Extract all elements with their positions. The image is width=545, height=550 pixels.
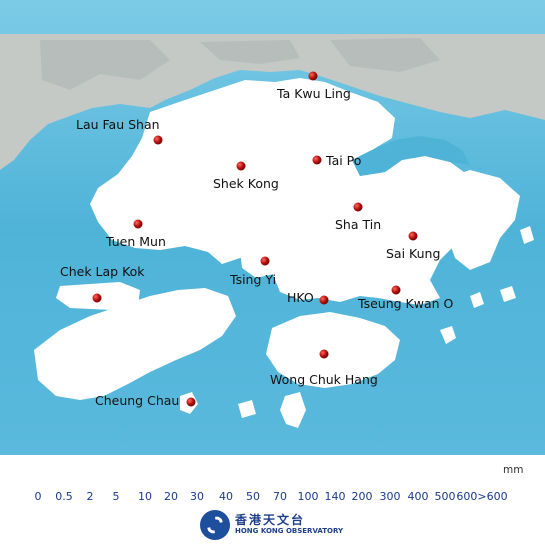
station-marker-tai-po[interactable] (312, 155, 322, 165)
station-label-chek-lap-kok: Chek Lap Kok (60, 264, 145, 279)
new-territories (90, 78, 492, 305)
rainfall-map: Ta Kwu Ling Lau Fau Shan Tai Po Shek Kong Sh… (0, 0, 545, 455)
station-label-tsing-yi: Tsing Yi (229, 272, 276, 287)
legend-tick-label: 100 (297, 490, 319, 503)
rainfall-legend: mm 0 0.5 2 5 10 20 30 40 50 70 100 140 200 300 400 500 6… (0, 458, 545, 550)
sai-kung-peninsula (440, 170, 520, 270)
logo-chinese-text: 香港天文台 (235, 513, 306, 527)
legend-tick-label: 400 (407, 490, 429, 503)
tsing-yi-island (240, 244, 278, 278)
mainland-texture (40, 38, 440, 90)
legend-tick-label: 0 (34, 490, 42, 503)
station-label-lau-fau-shan: Lau Fau Shan (76, 117, 160, 132)
legend-tick-label: 5 (112, 490, 120, 503)
station-label-sai-kung: Sai Kung (386, 246, 440, 261)
legend-tick-label: 40 (219, 490, 233, 503)
station-markers: Ta Kwu Ling Lau Fau Shan Tai Po Shek Kong Sh… (60, 71, 453, 408)
legend-tick-label: 0.5 (55, 490, 73, 503)
station-marker-lau-fau-shan[interactable] (153, 135, 163, 145)
lantau-island (34, 288, 236, 400)
station-marker-cheung-chau[interactable] (186, 397, 196, 407)
station-marker-ta-kwu-ling[interactable] (308, 71, 318, 81)
station-label-sha-tin: Sha Tin (335, 217, 381, 232)
station-marker-tseung-kwan-o[interactable] (391, 285, 401, 295)
station-marker-shek-kong[interactable] (236, 161, 246, 171)
station-label-hko: HKO (287, 290, 314, 305)
station-marker-sha-tin[interactable] (353, 202, 363, 212)
legend-tick-label: 50 (246, 490, 260, 503)
station-label-ta-kwu-ling: Ta Kwu Ling (276, 86, 351, 101)
legend-tick-label: 200 (351, 490, 373, 503)
legend-tick-label: 20 (164, 490, 178, 503)
legend-tick-label: 10 (138, 490, 152, 503)
legend-tick-label: 30 (190, 490, 204, 503)
hong-kong-island (266, 312, 400, 388)
observatory-emblem-icon (200, 510, 230, 540)
station-marker-chek-lap-kok[interactable] (92, 293, 102, 303)
station-marker-tuen-mun[interactable] (133, 219, 143, 229)
station-label-wong-chuk-hang: Wong Chuk Hang (270, 372, 378, 387)
logo-english-text: HONG KONG OBSERVATORY (235, 527, 344, 535)
station-label-tai-po: Tai Po (325, 153, 361, 168)
legend-tick-label: 2 (86, 490, 94, 503)
station-marker-hko[interactable] (319, 295, 329, 305)
station-marker-tsing-yi[interactable] (260, 256, 270, 266)
legend-tick-label: 300 (379, 490, 401, 503)
station-label-shek-kong: Shek Kong (213, 176, 279, 191)
legend-unit: mm (503, 464, 524, 476)
station-marker-sai-kung[interactable] (408, 231, 418, 241)
legend-tick-label: 500 (434, 490, 456, 503)
tolo-harbour (352, 136, 470, 176)
legend-tick-label: 600>600 (456, 490, 508, 503)
lamma-island (280, 392, 306, 428)
station-marker-wong-chuk-hang[interactable] (319, 349, 329, 359)
legend-tick-label: 140 (324, 490, 346, 503)
station-label-tseung-kwan-o: Tseung Kwan O (357, 296, 453, 311)
observatory-logo: 香港天文台 HONG KONG OBSERVATORY (200, 510, 350, 544)
station-label-tuen-mun: Tuen Mun (105, 234, 166, 249)
legend-tick-label: 70 (273, 490, 287, 503)
station-label-cheung-chau: Cheung Chau (95, 393, 179, 408)
